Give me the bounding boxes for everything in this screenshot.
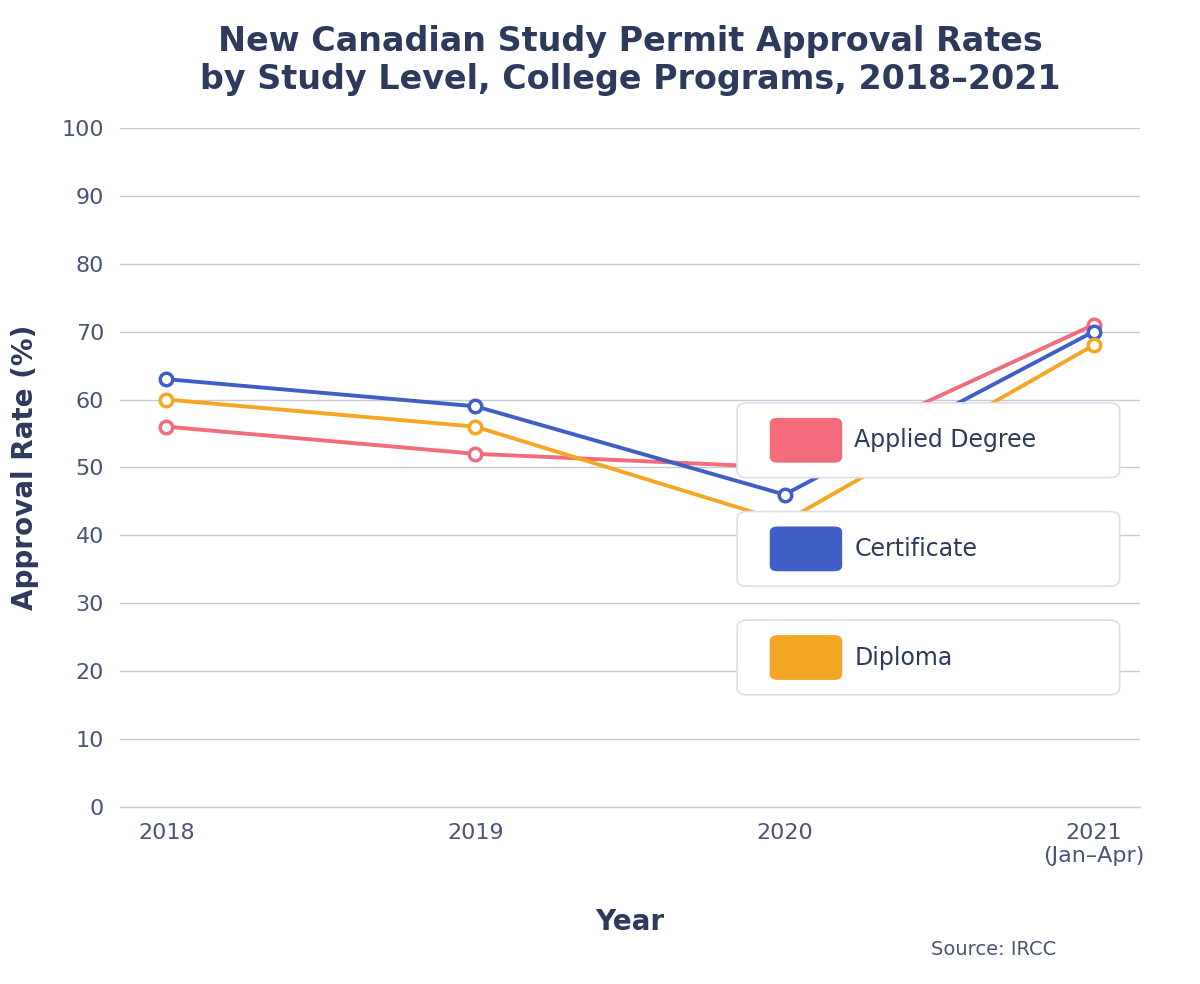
FancyBboxPatch shape xyxy=(737,620,1120,695)
Text: Certificate: Certificate xyxy=(854,537,977,561)
Text: Diploma: Diploma xyxy=(854,646,953,669)
FancyBboxPatch shape xyxy=(769,635,842,680)
FancyBboxPatch shape xyxy=(737,512,1120,586)
FancyBboxPatch shape xyxy=(737,402,1120,477)
Title: New Canadian Study Permit Approval Rates
by Study Level, College Programs, 2018–: New Canadian Study Permit Approval Rates… xyxy=(199,25,1061,96)
Text: Source: IRCC: Source: IRCC xyxy=(931,941,1056,959)
Y-axis label: Approval Rate (%): Approval Rate (%) xyxy=(11,325,40,610)
FancyBboxPatch shape xyxy=(769,526,842,572)
X-axis label: Year: Year xyxy=(595,907,665,936)
Text: Applied Degree: Applied Degree xyxy=(854,428,1037,453)
FancyBboxPatch shape xyxy=(769,418,842,462)
